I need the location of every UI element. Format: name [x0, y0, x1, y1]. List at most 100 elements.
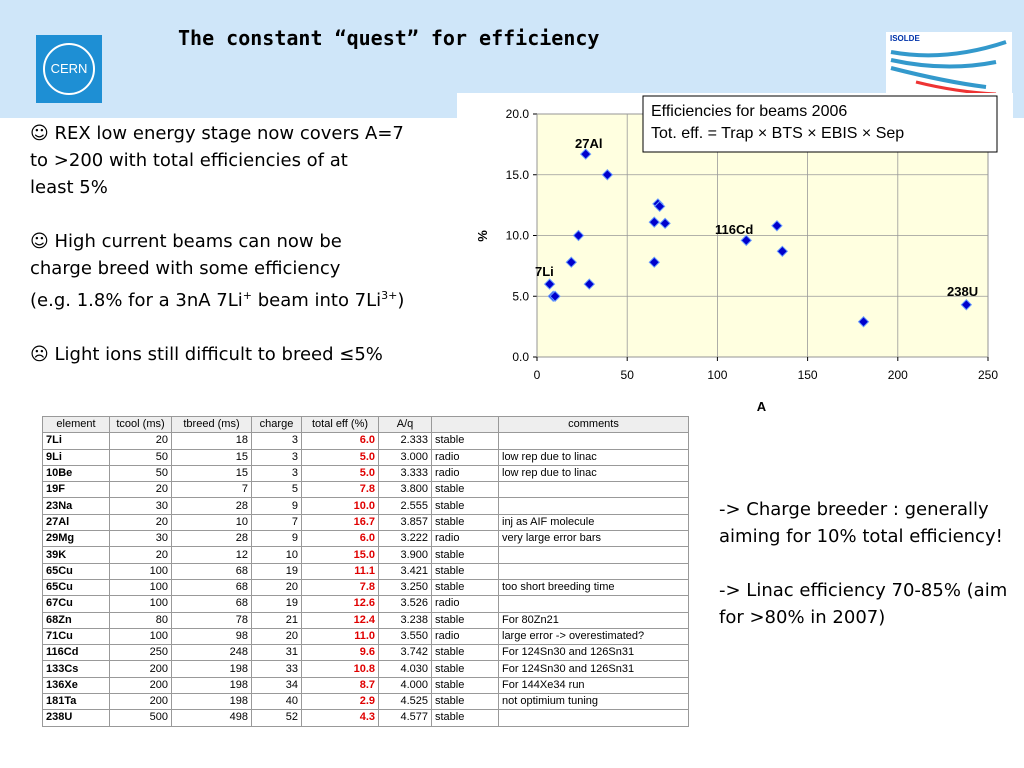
annotation: 27Al [575, 136, 602, 151]
table-cell: 7.8 [301, 481, 379, 499]
table-cell: very large error bars [498, 530, 689, 548]
table-cell: 6.0 [301, 530, 379, 548]
table-cell: 68 [171, 562, 252, 580]
table-row: 133Cs 200 198 33 10.8 4.030 stable For 124Sn30 … [42, 660, 689, 678]
table-cell: 3.333 [378, 464, 432, 483]
table-cell: 7.8 [301, 578, 379, 597]
table-cell: 198 [171, 676, 252, 695]
table-cell: 18 [171, 432, 252, 450]
table-cell: 12.6 [301, 595, 379, 613]
data-point [543, 278, 556, 290]
table-row: 9Li 50 15 3 5.0 3.000 radio low rep due to lina… [42, 448, 689, 466]
x-tick-label: 250 [978, 368, 998, 382]
bullets: ☺ REX low energy stage now covers A=7 to … [30, 120, 470, 395]
table-cell: 116Cd [42, 644, 110, 662]
table-cell: 19 [251, 595, 302, 613]
table-cell: 15 [171, 464, 252, 483]
table-cell: stable [431, 513, 499, 532]
table-row: 68Zn 80 78 21 12.4 3.238 stable For 80Zn21 [42, 611, 689, 629]
annotation: 116Cd [715, 222, 753, 237]
table-cell: 68 [171, 578, 252, 597]
y-tick-label: 0.0 [512, 350, 529, 364]
table-row: 116Cd 250 248 31 9.6 3.742 stable For 124Sn30 a… [42, 644, 689, 662]
table-cell: stable [431, 660, 499, 678]
table-cell: 200 [109, 660, 172, 678]
table-cell: 20 [109, 513, 172, 532]
legend-text: Tot. eff. = Trap × BTS × EBIS × Sep [651, 125, 904, 142]
table-cell: 31 [251, 644, 302, 662]
title: The constant “quest” for efficiency [178, 26, 600, 50]
table-cell: inj as AIF molecule [498, 513, 689, 532]
table-cell: 238U [42, 709, 110, 727]
header-cell [431, 415, 499, 434]
table-cell: stable [431, 644, 499, 662]
table-cell [498, 432, 689, 450]
cern-logo-text: CERN [51, 61, 88, 76]
bullet-text: + [242, 289, 252, 302]
table-cell: stable [431, 676, 499, 695]
table-cell: stable [431, 432, 499, 450]
table-cell: radio [431, 627, 499, 646]
x-tick-label: 0 [534, 368, 541, 382]
table-cell: 7Li [42, 432, 110, 450]
table-row: 7Li 20 18 3 6.0 2.333 stable [42, 432, 689, 450]
table-cell: 198 [171, 693, 252, 711]
table-cell: 3 [251, 432, 302, 450]
table-cell: 12.4 [301, 611, 379, 629]
table-cell: 4.000 [378, 676, 432, 695]
bullet: ☹ Light ions still difficult to breed ≤5… [30, 341, 470, 368]
cern-logo: CERN [36, 35, 102, 103]
table-cell: 78 [171, 611, 252, 629]
table-cell: 4.030 [378, 660, 432, 678]
table-cell: 52 [251, 709, 302, 727]
table-cell: radio [431, 530, 499, 548]
table-cell: 4.3 [301, 709, 379, 727]
table-cell: 28 [171, 497, 252, 515]
annotation: 238U [947, 284, 978, 299]
table-cell: 100 [109, 595, 172, 613]
table-cell: 21 [251, 611, 302, 629]
table-row: 67Cu 100 68 19 12.6 3.526 radio [42, 595, 689, 613]
note: -> Linac efficiency 70-85% (aim for >80%… [719, 580, 1008, 628]
table-row: 19F 20 7 5 7.8 3.800 stable [42, 481, 689, 499]
table-cell: 67Cu [42, 595, 110, 613]
table-cell: large error -> overestimated? [498, 627, 689, 646]
table-cell: 3.550 [378, 627, 432, 646]
table-cell: 500 [109, 709, 172, 727]
table-cell: 10 [251, 546, 302, 564]
data-point [648, 256, 660, 268]
table-cell: 23Na [42, 497, 110, 515]
table-cell: radio [431, 448, 499, 466]
data-table: element tcool (ms) tbreed (ms) charge total … [42, 415, 689, 727]
table-row: 136Xe 200 198 34 8.7 4.000 stable For 144Xe34 r… [42, 676, 689, 695]
data-point [659, 217, 671, 230]
table-cell: 8.7 [301, 676, 379, 695]
table-row: 10Be 50 15 3 5.0 3.333 radio low rep due to lin… [42, 464, 689, 483]
table-cell: 181Ta [42, 693, 110, 711]
table-cell: 7 [251, 513, 302, 532]
table-cell: 39K [42, 546, 110, 564]
table-cell: 65Cu [42, 562, 110, 580]
table-cell: 136Xe [42, 676, 110, 695]
table-cell: 28 [171, 530, 252, 548]
table-cell: 12 [171, 546, 252, 564]
header-cell: charge [251, 415, 302, 434]
bullet-line: ☺ REX low energy stage now covers A=7 [30, 123, 404, 144]
table-row: 23Na 30 28 9 10.0 2.555 stable [42, 497, 689, 515]
bullet-line: to >200 with total efficiencies of at [30, 150, 348, 171]
data-point [572, 229, 585, 242]
table-row: 65Cu 100 68 19 11.1 3.421 stable [42, 562, 689, 580]
data-point [648, 216, 660, 228]
table-row: 71Cu 100 98 20 11.0 3.550 radio large error -> … [42, 627, 689, 646]
bullet-line: (e.g. 1.8% for a 3nA 7Li+ beam into 7Li3… [30, 282, 470, 314]
header-cell: element [42, 415, 110, 434]
table-cell: 50 [109, 448, 172, 466]
table-cell [498, 709, 689, 727]
chart: 0.0 5.0 10.0 15.0 20.0 0 50 100 150 200 250 A% 27Al 1… [457, 93, 1013, 420]
legend-text: Efficiencies for beams 2006 [651, 103, 847, 120]
y-tick-label: 10.0 [506, 229, 530, 243]
table-cell: 16.7 [301, 513, 379, 532]
table-cell: 20 [251, 578, 302, 597]
x-tick-label: 150 [798, 368, 818, 382]
table-cell: 40 [251, 693, 302, 711]
